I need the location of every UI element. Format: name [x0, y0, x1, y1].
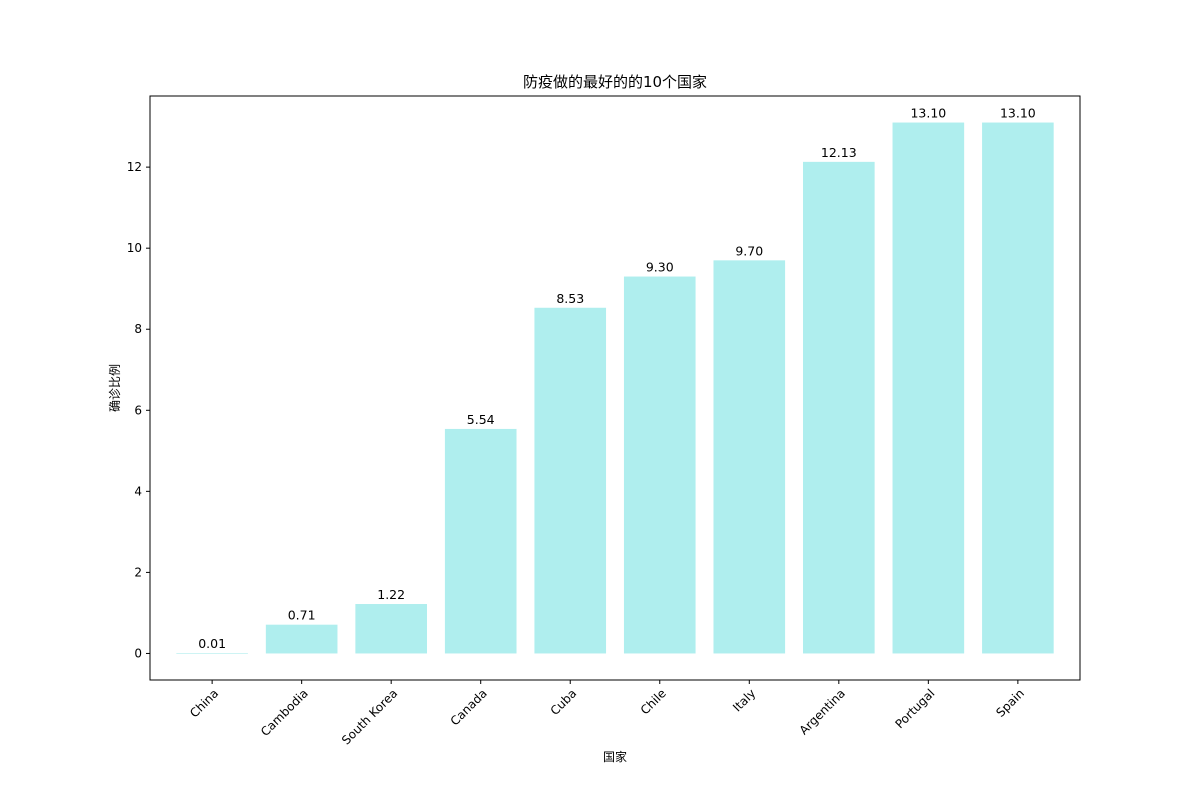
- bar-argentina: [803, 162, 875, 654]
- x-axis-label: 国家: [603, 749, 627, 764]
- y-tick-label: 8: [134, 322, 142, 336]
- bar-value-label: 5.54: [467, 412, 495, 427]
- x-tick-label: Chile: [638, 686, 669, 717]
- bar-value-label: 0.71: [288, 608, 316, 623]
- chart-title: 防疫做的最好的的10个国家: [523, 73, 707, 91]
- x-tick-label: Spain: [993, 686, 1027, 720]
- bar-value-label: 9.70: [735, 243, 763, 258]
- x-tick-label: Canada: [448, 686, 490, 728]
- y-tick-label: 12: [127, 160, 142, 174]
- y-axis-ticks: 0 2 4 6 8 10 12: [127, 160, 150, 660]
- x-axis-ticks: China Cambodia South Korea Canada Cuba Chile I…: [187, 680, 1027, 748]
- x-tick-label: Cambodia: [258, 686, 311, 739]
- bar-china: [176, 653, 248, 654]
- y-tick-label: 2: [134, 565, 142, 579]
- bar-value-label: 13.10: [910, 106, 946, 121]
- bar-cambodia: [266, 625, 338, 654]
- bar-cuba: [534, 308, 606, 654]
- x-tick-label: China: [187, 686, 221, 720]
- bars-group: [176, 123, 1053, 654]
- bar-south-korea: [355, 604, 427, 653]
- y-tick-label: 0: [134, 646, 142, 660]
- y-tick-label: 4: [134, 484, 142, 498]
- x-tick-label: Cuba: [548, 686, 580, 718]
- bar-portugal: [893, 123, 965, 654]
- bar-canada: [445, 429, 517, 654]
- y-axis-label: 确诊比例: [108, 364, 122, 412]
- x-tick-label: Argentina: [797, 686, 848, 737]
- x-tick-label: Portugal: [892, 686, 937, 731]
- y-tick-label: 10: [127, 241, 142, 255]
- bar-chile: [624, 277, 696, 654]
- bar-italy: [713, 260, 785, 653]
- bar-value-label: 9.30: [646, 260, 674, 275]
- bar-value-label: 12.13: [821, 145, 857, 160]
- bar-value-label: 0.01: [198, 636, 226, 651]
- bar-spain: [982, 123, 1054, 654]
- bar-value-label: 13.10: [1000, 106, 1036, 121]
- x-tick-label: South Korea: [339, 686, 400, 747]
- x-tick-label: Italy: [730, 686, 758, 714]
- bar-value-label: 8.53: [556, 291, 584, 306]
- bar-value-label: 1.22: [377, 587, 405, 602]
- y-tick-label: 6: [134, 403, 142, 417]
